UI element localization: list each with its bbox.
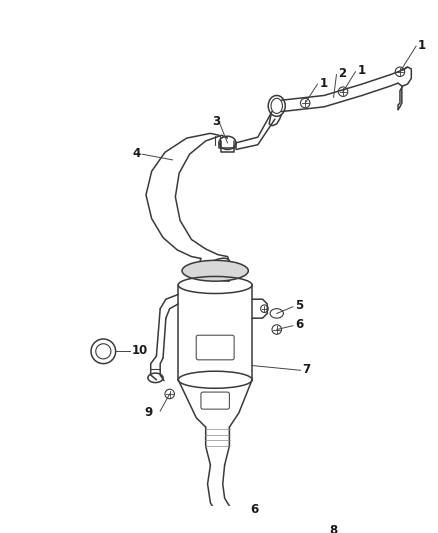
Text: 5: 5 — [295, 300, 303, 312]
Text: 7: 7 — [302, 363, 311, 376]
Text: 1: 1 — [319, 77, 328, 90]
Text: 1: 1 — [418, 39, 426, 52]
Text: 1: 1 — [357, 64, 365, 77]
Text: 8: 8 — [329, 524, 337, 533]
Text: 3: 3 — [212, 116, 220, 128]
Text: 6: 6 — [250, 503, 258, 516]
Text: 9: 9 — [144, 407, 152, 419]
Text: 6: 6 — [295, 318, 303, 332]
Text: 2: 2 — [338, 67, 346, 80]
Text: 4: 4 — [133, 147, 141, 160]
Ellipse shape — [182, 260, 248, 281]
Text: 10: 10 — [132, 344, 148, 357]
